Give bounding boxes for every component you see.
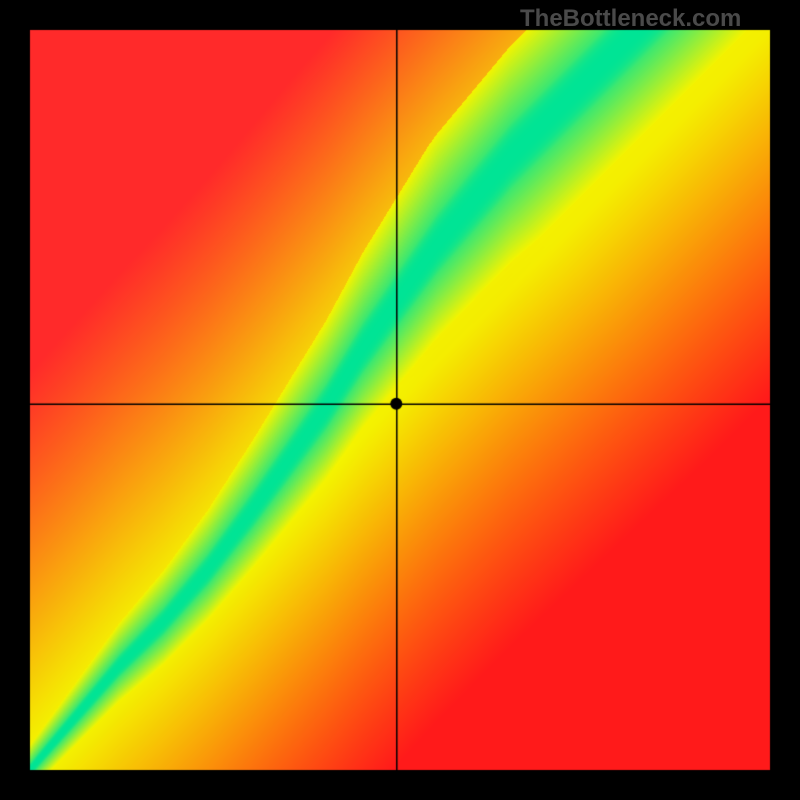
bottleneck-heatmap: TheBottleneck.com — [0, 0, 800, 800]
heatmap-canvas — [0, 0, 800, 800]
